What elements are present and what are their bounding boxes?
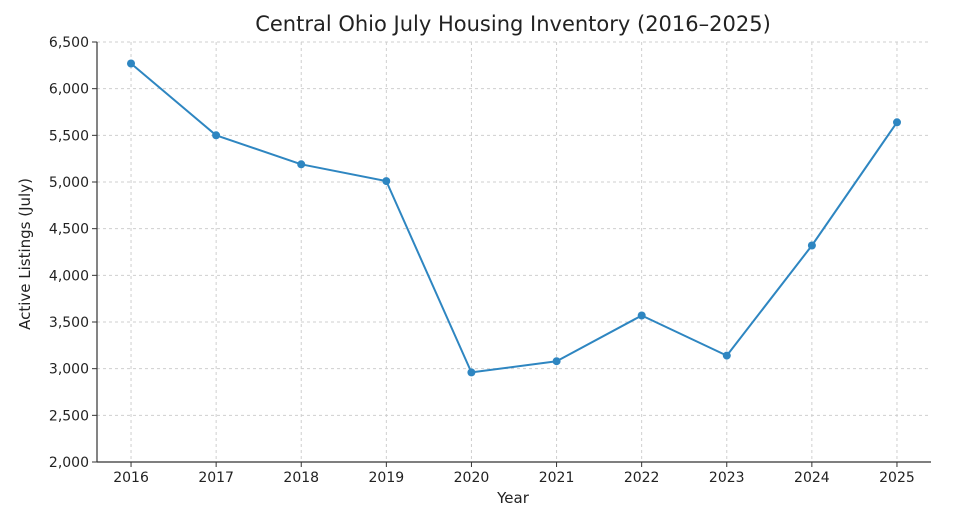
data-point-2025 (893, 118, 901, 127)
data-point-2021 (552, 357, 561, 366)
x-tick-label: 2023 (709, 470, 745, 486)
series-layer (127, 59, 901, 377)
data-point-2016 (127, 59, 135, 68)
x-tick-label: 2022 (624, 470, 660, 486)
y-tick-label: 5,000 (49, 175, 89, 191)
x-tick-label: 2017 (198, 470, 234, 486)
y-tick-label: 4,000 (49, 268, 89, 284)
y-tick-label: 6,000 (49, 82, 89, 98)
x-tick-label: 2021 (539, 470, 575, 486)
x-tick-label: 2025 (879, 470, 915, 486)
y-tick-label: 6,500 (49, 35, 89, 51)
tick-labels: 2,000 2,500 3,000 3,500 4,000 4,500 5,000 5,500… (49, 35, 915, 486)
data-point-2022 (637, 311, 646, 320)
data-point-2020 (467, 368, 476, 377)
grid (97, 41, 931, 463)
y-tick-label: 2,500 (49, 408, 89, 424)
series-line (130, 62, 898, 374)
y-tick-label: 3,500 (49, 315, 89, 331)
y-tick-label: 5,500 (49, 128, 89, 144)
x-tick-label: 2024 (794, 470, 830, 486)
x-axis-label: Year (496, 489, 530, 507)
data-point-2018 (297, 160, 306, 169)
chart-title: Central Ohio July Housing Inventory (201… (255, 12, 771, 36)
y-tick-label: 2,000 (49, 455, 89, 471)
x-tick-label: 2018 (283, 470, 319, 486)
y-tick-label: 3,000 (49, 362, 89, 378)
x-tick-label: 2016 (113, 470, 149, 486)
data-point-2017 (212, 131, 221, 140)
y-tick-label: 4,500 (49, 222, 89, 238)
data-point-2019 (382, 177, 391, 186)
data-point-2024 (807, 241, 816, 250)
data-point-2023 (722, 351, 731, 360)
y-axis-label: Active Listings (July) (16, 178, 34, 330)
x-tick-label: 2020 (454, 470, 490, 486)
x-tick-label: 2019 (369, 470, 405, 486)
axes (92, 41, 931, 467)
